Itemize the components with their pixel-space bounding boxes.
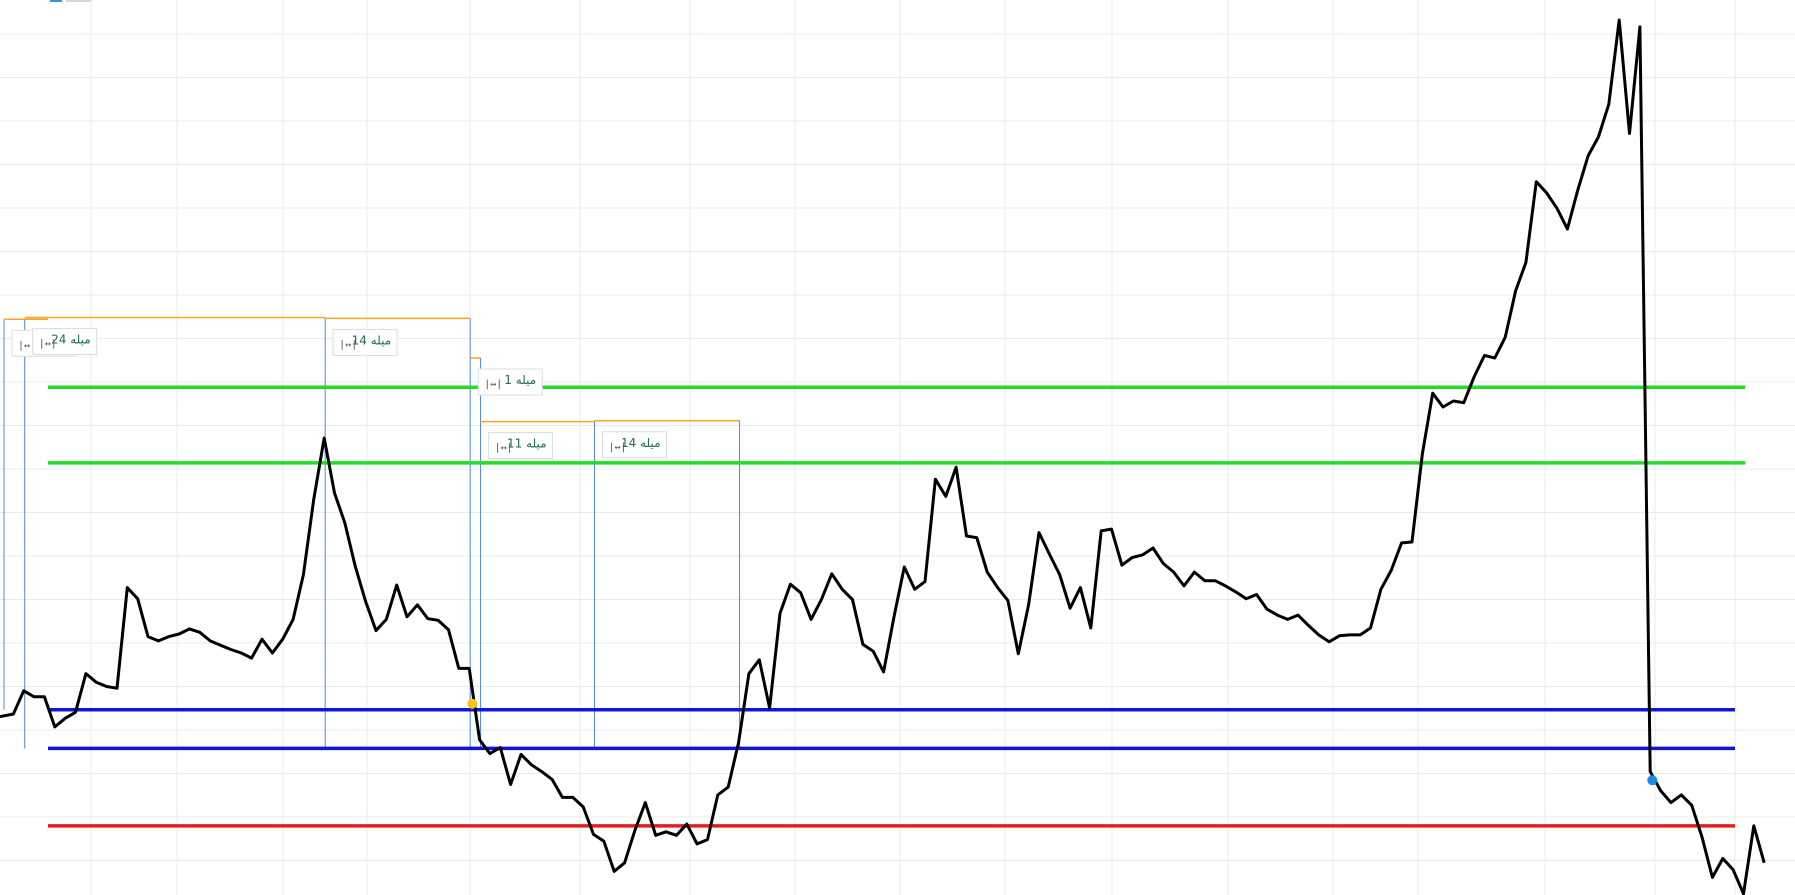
bar-span-icon: |↔| (39, 339, 57, 350)
bar-count-text: میله 1 (504, 373, 536, 387)
bar-count-text: میله 24 (51, 333, 91, 347)
top-left-marker (50, 0, 100, 3)
label-box (602, 431, 668, 459)
point-marker (467, 698, 478, 709)
point-marker (1647, 775, 1658, 786)
bar-range-brackets (3, 316, 741, 749)
bar-count-labels: |↔|میله 2|↔|میله 24|↔|میله 14|↔|میله 1|↔… (11, 328, 668, 460)
bar-count-label: |↔|میله 24 (32, 328, 98, 356)
bar-span-icon: |↔| (484, 379, 502, 390)
bar-count-label: |↔| میله 1 (477, 368, 543, 396)
bar-count-label: |↔|میله 14 (332, 328, 398, 356)
horizontal-levels (48, 385, 1745, 828)
bar-count-label: |↔|میله 14 (602, 431, 668, 459)
label-box (332, 328, 398, 356)
price-series (0, 18, 1766, 895)
price-line (0, 18, 1766, 895)
point-markers (467, 698, 1658, 786)
bar-span-icon: |↔| (18, 340, 36, 351)
bar-count-text: میله 14 (352, 333, 392, 347)
label-box (488, 432, 554, 460)
label-box (32, 328, 98, 356)
bar-count-text: میله 11 (507, 437, 547, 451)
bar-count-text: میله 14 (621, 436, 661, 450)
label-box (477, 368, 543, 396)
bar-span-icon: |↔| (339, 339, 357, 350)
bar-span-icon: |↔| (495, 443, 513, 454)
bar-count-label: |↔|میله 11 (488, 432, 554, 460)
bar-span-icon: |↔| (609, 442, 627, 453)
